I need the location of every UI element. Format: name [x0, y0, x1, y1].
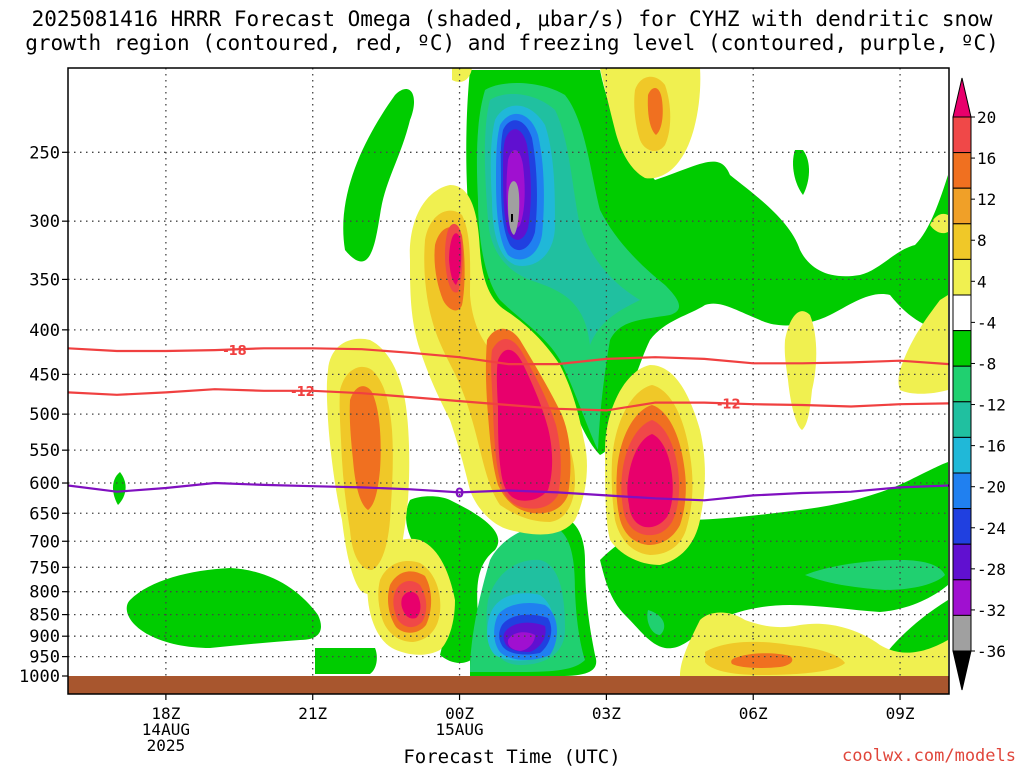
- colorbar-label-16: 16: [977, 149, 996, 168]
- colorbar-cell-14: [952, 614, 972, 652]
- y-tick-label-350: 350: [29, 270, 60, 290]
- y-tick-label-900: 900: [29, 627, 60, 647]
- colorbar-label--36: -36: [977, 642, 1006, 661]
- x-tick-label-33-0: 09Z: [886, 704, 915, 723]
- colorbar-label--32: -32: [977, 601, 1006, 620]
- colorbar-label--28: -28: [977, 560, 1006, 579]
- colorbar-cell-9: [952, 436, 972, 474]
- y-tick-label-550: 550: [29, 441, 60, 461]
- y-tick-label-500: 500: [29, 405, 60, 425]
- colorbar-label-8: 8: [977, 231, 987, 250]
- colorbar-cell-10: [952, 472, 972, 510]
- colorbar-label--12: -12: [977, 396, 1006, 415]
- colorbar-cell-12: [952, 543, 972, 581]
- chart-title-line-1: 2025081416 HRRR Forecast Omega (shaded, …: [31, 7, 993, 31]
- colorbar-bottom-triangle: [952, 650, 972, 691]
- contour-label--18-0: -18: [223, 344, 247, 359]
- colorbar-cell-7: [952, 365, 972, 403]
- omega-colorbar: 20 16 12 8 4 -4 -8 -12 -16 -20 -24 -28 -32 -36: [952, 77, 1006, 691]
- credit-label: coolwx.com/models: [842, 746, 1016, 766]
- y-tick-label-950: 950: [29, 648, 60, 668]
- y-tick-label-850: 850: [29, 606, 60, 626]
- pressure-axis: 2503003504004505005506006507007508008509…: [19, 143, 68, 687]
- colorbar-label--8: -8: [977, 354, 996, 373]
- contour-label--12-1: -12: [717, 397, 741, 412]
- colorbar-cell-2: [952, 187, 972, 225]
- x-axis-title: Forecast Time (UTC): [403, 746, 621, 768]
- colorbar-cell-13: [952, 579, 972, 616]
- y-tick-label-1000: 1000: [19, 667, 60, 687]
- y-tick-label-450: 450: [29, 365, 60, 385]
- omega-shade-neg36: [508, 181, 520, 235]
- contour-line--12: [68, 388, 949, 412]
- colorbar-label-20: 20: [977, 108, 996, 127]
- chart-title-line-2: growth region (contoured, red, ºC) and f…: [25, 31, 999, 55]
- x-tick-label-18-0: 18Z: [151, 704, 180, 723]
- colorbar-cell-0: [952, 116, 972, 154]
- x-tick-label-24-1: 15AUG: [435, 720, 483, 739]
- colorbar-label--24: -24: [977, 519, 1006, 538]
- contour-labels: -18 -12 -12 0: [223, 344, 741, 501]
- ground-surface: [68, 676, 949, 694]
- colorbar-label--20: -20: [977, 478, 1006, 497]
- y-tick-label-250: 250: [29, 143, 60, 163]
- colorbar-cell-11: [952, 508, 972, 545]
- y-tick-label-600: 600: [29, 474, 60, 494]
- x-tick-label-27-0: 03Z: [592, 704, 621, 723]
- x-tick-label-18-2: 2025: [147, 736, 186, 755]
- colorbar-label--4: -4: [977, 313, 996, 332]
- x-tick-label-30-0: 06Z: [739, 704, 768, 723]
- y-tick-label-800: 800: [29, 583, 60, 603]
- colorbar-cell-4: [952, 258, 972, 296]
- omega-shade-pos20: [401, 233, 673, 619]
- colorbar-label--16: -16: [977, 437, 1006, 456]
- omega-shade-min-core: [511, 214, 513, 222]
- contour-label-0-0: 0: [455, 486, 464, 501]
- y-tick-label-650: 650: [29, 504, 60, 524]
- x-tick-label-18-1: 14AUG: [142, 720, 190, 739]
- colorbar-cell-5: [952, 294, 972, 332]
- x-tick-label-21-0: 21Z: [298, 704, 327, 723]
- contour-line-0: [68, 481, 949, 502]
- y-tick-label-300: 300: [29, 212, 60, 232]
- colorbar-cell-3: [952, 223, 972, 260]
- temperature-contours: [68, 347, 949, 502]
- x-tick-label-24-0: 00Z: [445, 704, 474, 723]
- colorbar-cell-8: [952, 401, 972, 438]
- omega-shading: [113, 68, 948, 676]
- colorbar-cell-1: [952, 152, 972, 189]
- contour-line--18: [68, 347, 949, 366]
- plot-frame: [67, 67, 950, 695]
- colorbar-top-triangle: [952, 77, 972, 118]
- y-tick-label-400: 400: [29, 321, 60, 341]
- colorbar-cell-6: [952, 330, 972, 367]
- y-tick-label-700: 700: [29, 532, 60, 552]
- contour-label--12-0: -12: [291, 385, 315, 400]
- colorbar-label-12: 12: [977, 190, 996, 209]
- colorbar-label-4: 4: [977, 272, 987, 291]
- y-tick-label-750: 750: [29, 558, 60, 578]
